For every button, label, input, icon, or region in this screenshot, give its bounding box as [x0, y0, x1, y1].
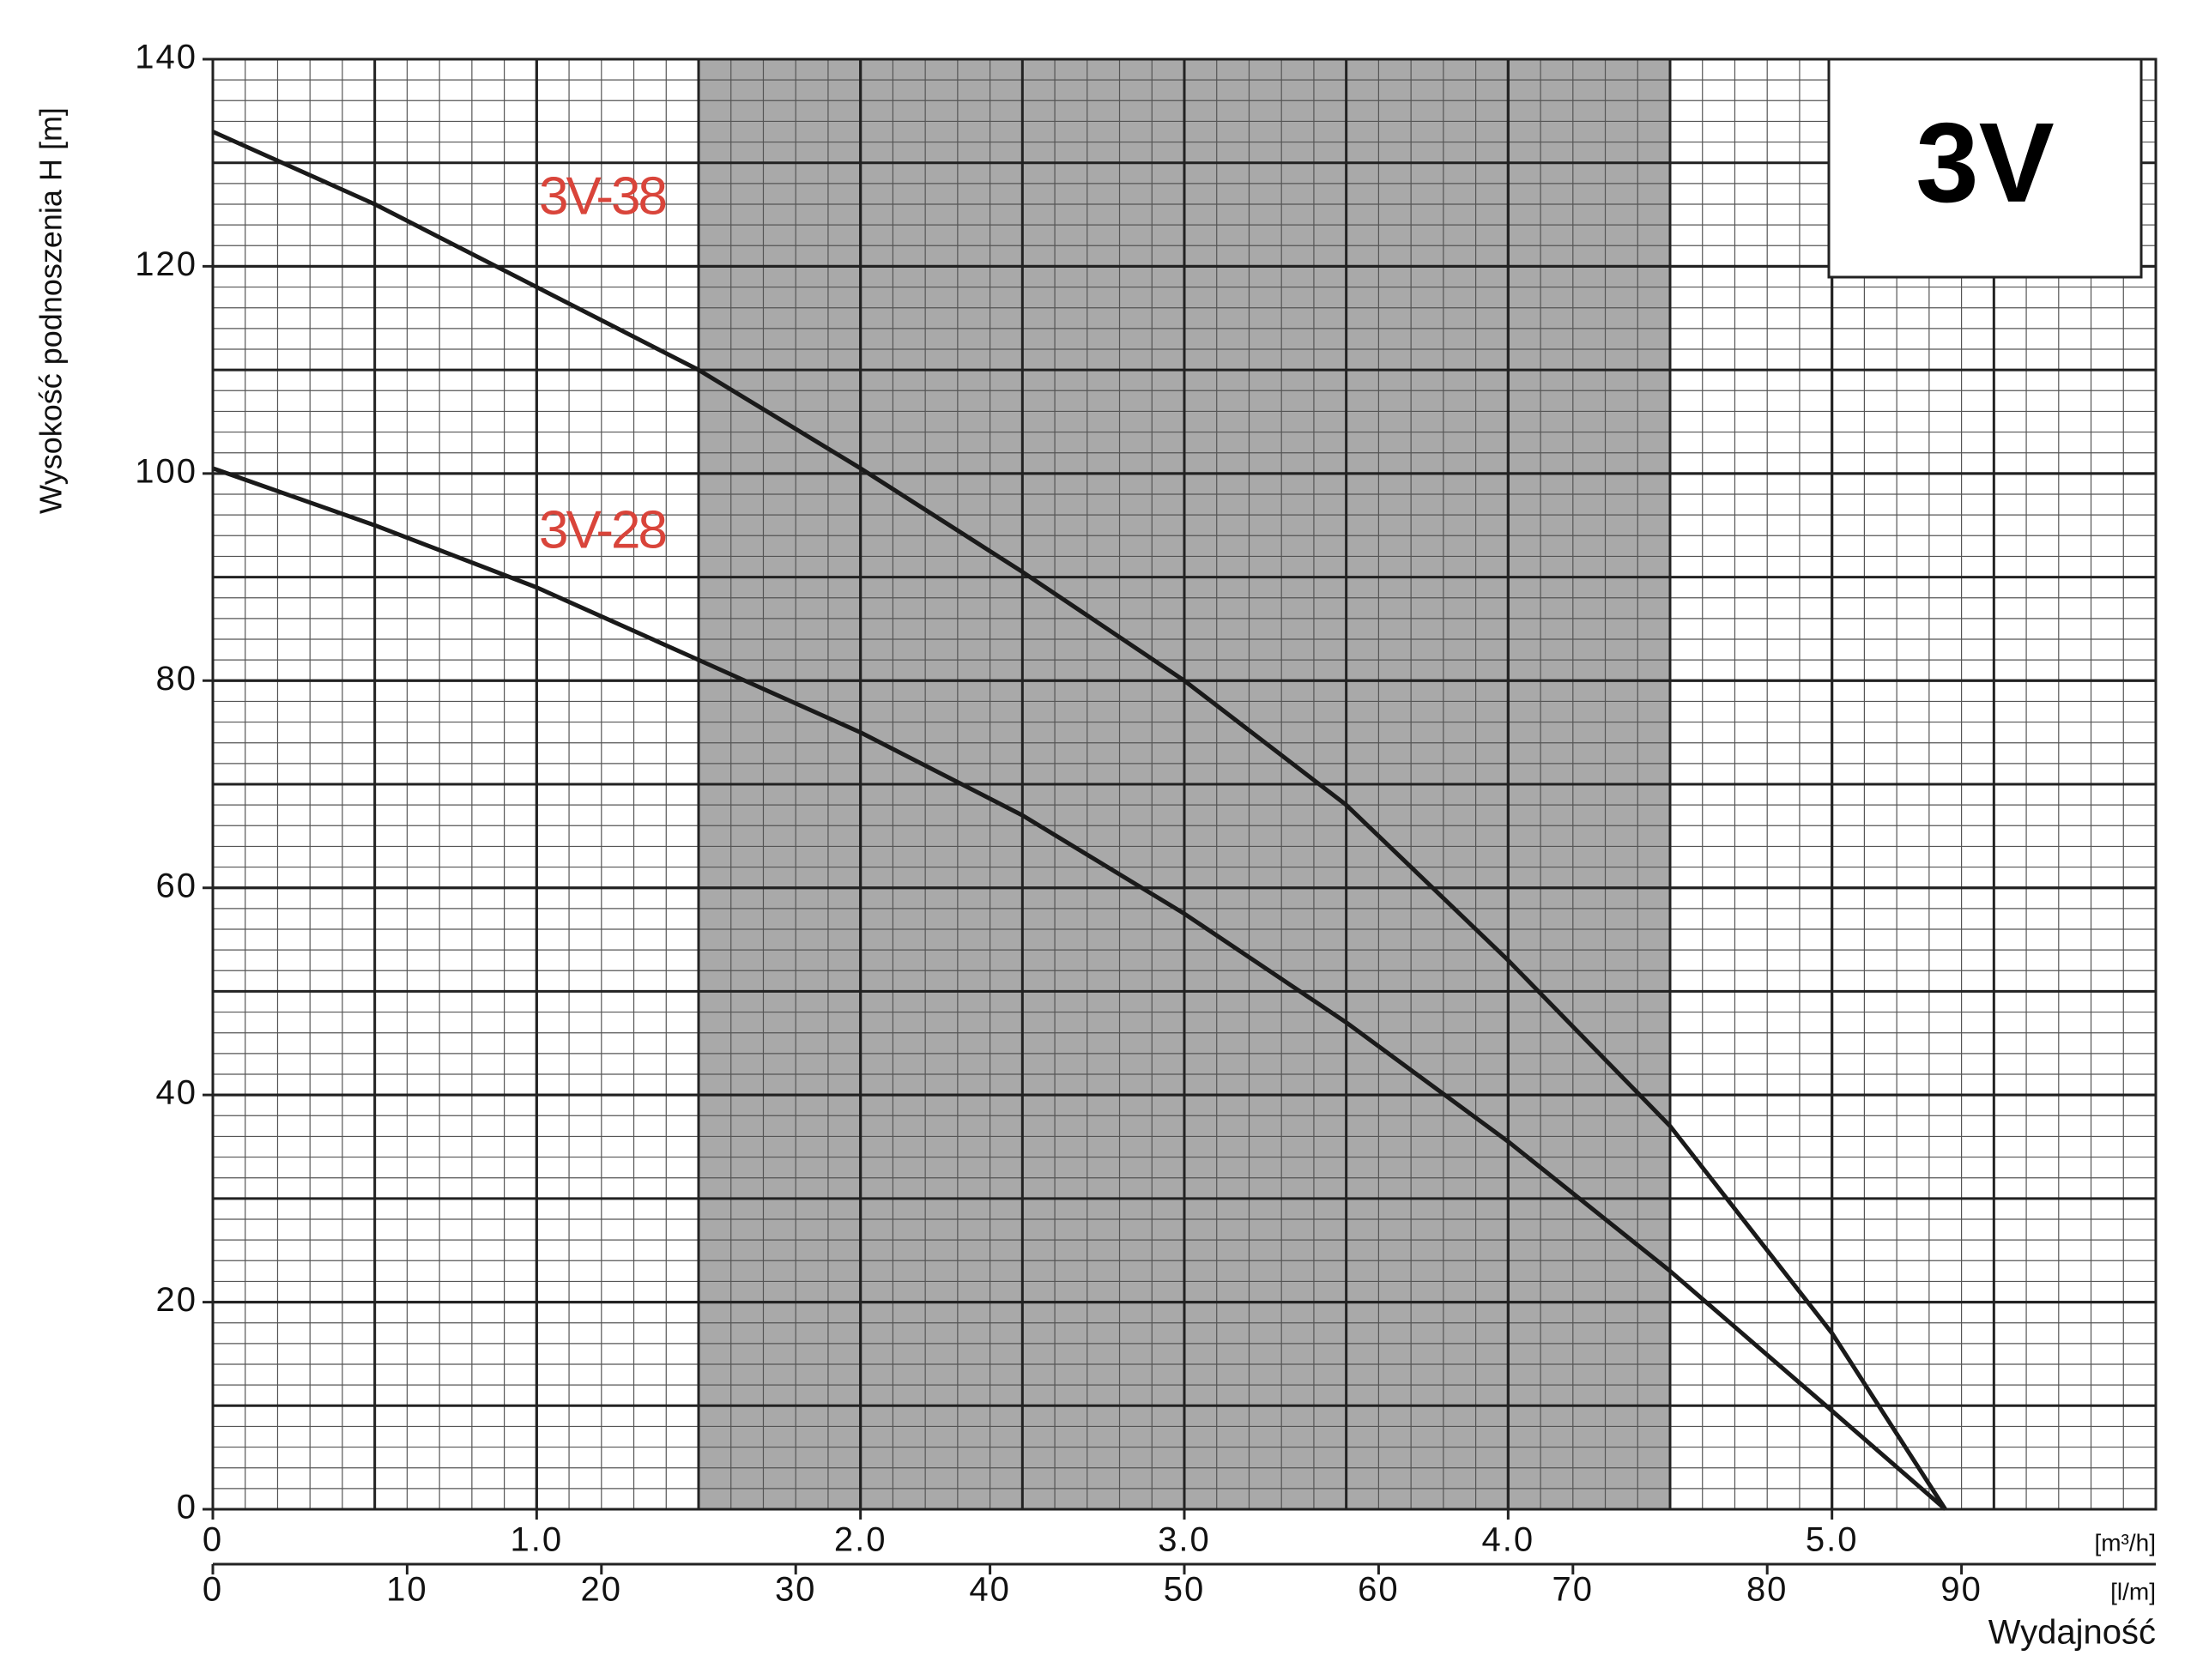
- x2-tick-label: 30: [775, 1571, 817, 1609]
- y-axis-label: Wysokość podnoszenia H [m]: [33, 107, 69, 514]
- x-tick-label: 4.0: [1482, 1521, 1535, 1559]
- x2-tick-label: 10: [386, 1571, 428, 1609]
- y-tick-label: 80: [156, 660, 198, 698]
- y-tick-label: 120: [135, 245, 197, 283]
- x-tick-label: 0: [203, 1521, 223, 1559]
- y-tick-label: 60: [156, 867, 198, 904]
- x-unit: [m³/h]: [2094, 1529, 2156, 1556]
- x2-tick-label: 0: [203, 1571, 223, 1609]
- x2-tick-label: 60: [1358, 1571, 1400, 1609]
- x2-tick-label: 40: [969, 1571, 1011, 1609]
- x2-tick-label: 80: [1746, 1571, 1788, 1609]
- x2-tick-label: 90: [1940, 1571, 1982, 1609]
- y-tick-label: 100: [135, 452, 197, 490]
- y-tick-label: 0: [177, 1489, 197, 1526]
- x-tick-label: 1.0: [511, 1521, 564, 1559]
- x2-tick-label: 20: [581, 1571, 623, 1609]
- x2-tick-label: 70: [1552, 1571, 1595, 1609]
- series-label: 3V-38: [539, 166, 666, 226]
- y-tick-label: 40: [156, 1074, 198, 1112]
- curves: [211, 130, 1947, 1511]
- chart-title: 3V: [1916, 100, 2054, 226]
- y-tick-label: 140: [135, 39, 197, 76]
- plot-frame: [211, 57, 2158, 1511]
- x2-unit: [l/m]: [2110, 1578, 2156, 1604]
- x-tick-label: 5.0: [1806, 1521, 1859, 1559]
- x-tick-label: 3.0: [1158, 1521, 1211, 1559]
- x-tick-label: 2.0: [834, 1521, 887, 1559]
- x-axis-label: Wydajność: [1988, 1614, 2156, 1652]
- y-tick-label: 20: [156, 1281, 198, 1319]
- curve: [212, 466, 1947, 1511]
- x2-tick-label: 50: [1164, 1571, 1206, 1609]
- curve: [211, 130, 1947, 1511]
- series-label: 3V-28: [539, 500, 666, 559]
